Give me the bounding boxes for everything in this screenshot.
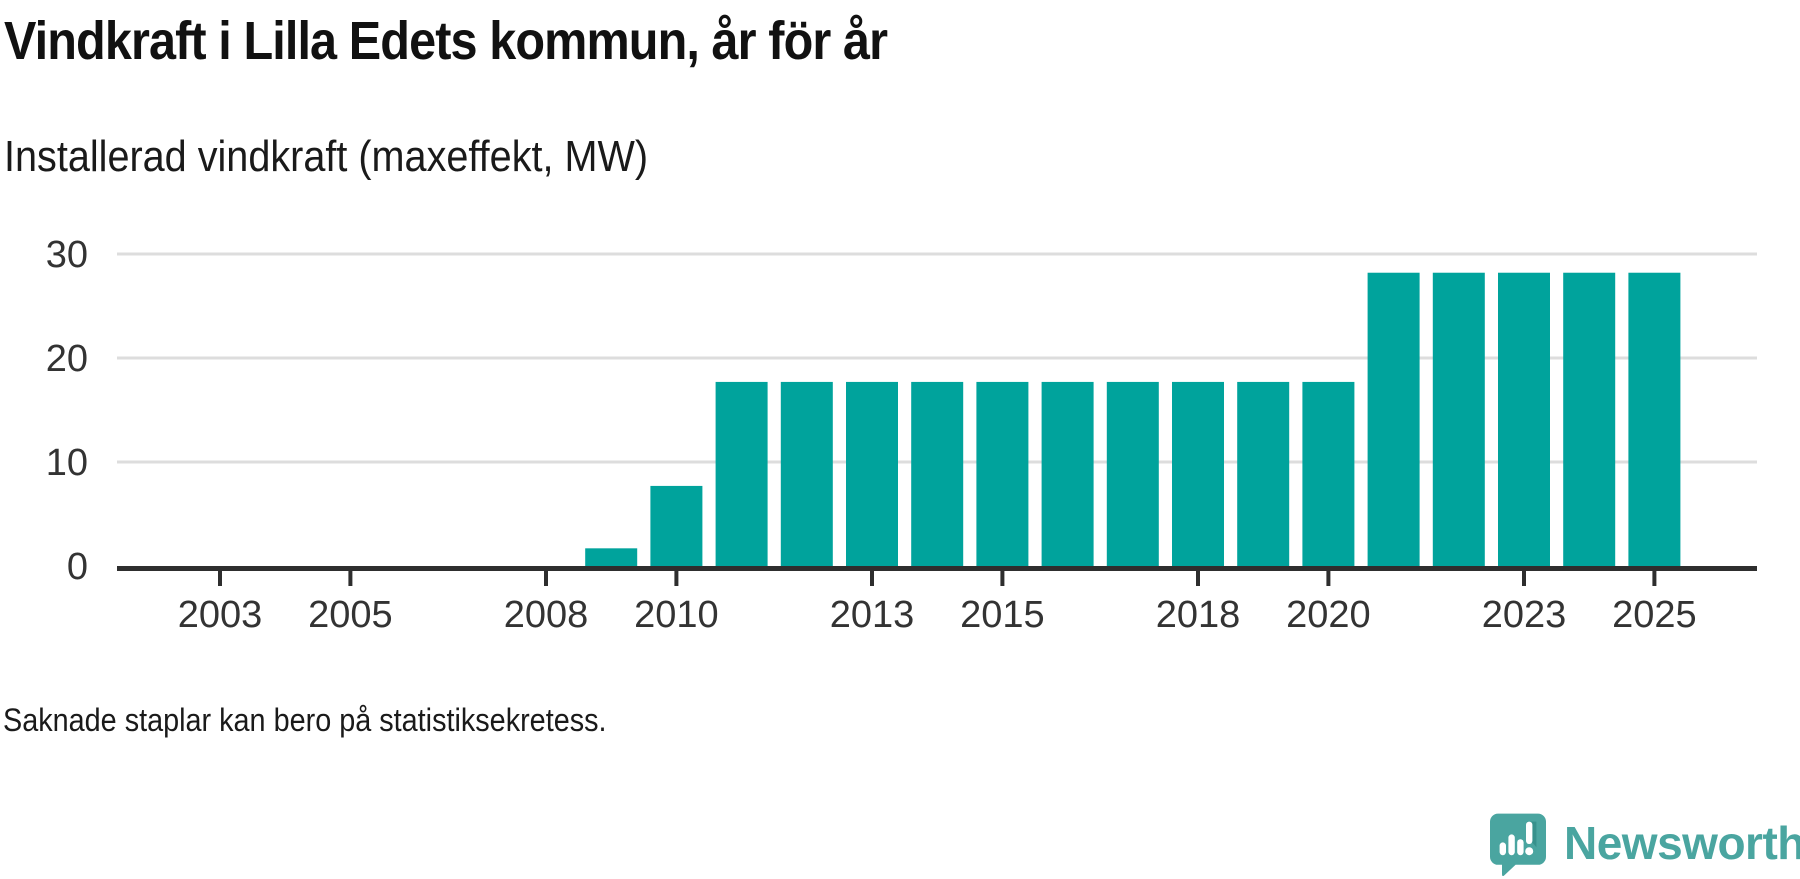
brand-logo: Newsworthy	[1490, 812, 1800, 876]
bar-2010	[650, 485, 703, 566]
x-tick-label-2013: 2013	[830, 594, 915, 636]
bar-2022	[1432, 272, 1485, 566]
x-tick-label-2010: 2010	[634, 594, 719, 636]
x-tick-label-2005: 2005	[308, 594, 393, 636]
bar-chart-canvas: 2003 2005 2008 2010 2013 2015 2018 2020 2023 2025…	[46, 234, 1757, 636]
newsworthy-speech-bubble-chart-icon	[1490, 813, 1546, 876]
bar-2019	[1237, 381, 1290, 566]
chart-footnote: Saknade staplar kan bero på statistiksek…	[3, 702, 607, 738]
y-tick-label-30: 30	[46, 234, 88, 276]
y-tick-label-20: 20	[46, 338, 88, 380]
y-tick-label-0: 0	[67, 546, 88, 588]
bar-2012	[780, 381, 833, 566]
bar-2015	[976, 381, 1029, 566]
x-axis-line	[117, 566, 1757, 571]
logo-exclamation-dot	[1525, 847, 1534, 856]
x-tick-label-2018: 2018	[1156, 594, 1241, 636]
bar-2013	[846, 381, 898, 566]
bar-chart: 2003 2005 2008 2010 2013 2015 2018 2020 2023 2025…	[0, 195, 1800, 655]
bar-2021	[1367, 272, 1420, 566]
logo-bar-3	[1517, 839, 1524, 856]
chart-title: Vindkraft i Lilla Edets kommun, år för å…	[4, 11, 888, 71]
bar-2014	[911, 381, 964, 566]
bar-2023	[1498, 272, 1550, 566]
bar-2025	[1628, 272, 1681, 566]
logo-bar-1	[1499, 842, 1506, 856]
x-tick-label-2023: 2023	[1482, 594, 1567, 636]
bar-2024	[1563, 272, 1616, 566]
y-tick-label-10: 10	[46, 442, 88, 484]
bar-2017	[1106, 381, 1159, 566]
bar-2011	[715, 381, 768, 566]
x-tick-label-2020: 2020	[1286, 594, 1371, 636]
bar-2009	[585, 548, 638, 566]
x-tick-label-2008: 2008	[504, 594, 589, 636]
bar-2020	[1302, 381, 1355, 566]
brand-name: Newsworthy	[1564, 817, 1800, 869]
chart-subtitle: Installerad vindkraft (maxeffekt, MW)	[4, 132, 649, 181]
x-tick-label-2015: 2015	[960, 594, 1045, 636]
x-tick-label-2003: 2003	[178, 594, 263, 636]
bar-2016	[1041, 381, 1094, 566]
logo-bar-2	[1508, 834, 1515, 856]
logo-exclamation-bar	[1526, 821, 1533, 844]
bar-2018	[1172, 381, 1224, 566]
x-tick-label-2025: 2025	[1612, 594, 1697, 636]
